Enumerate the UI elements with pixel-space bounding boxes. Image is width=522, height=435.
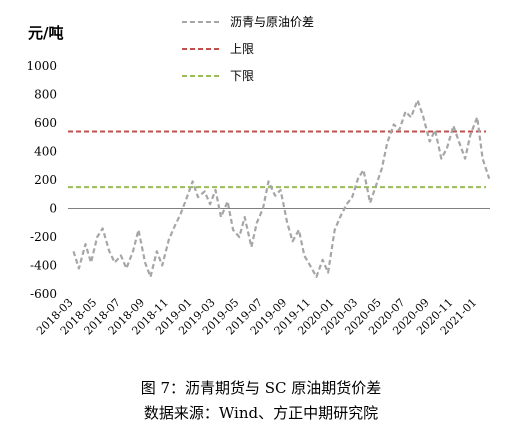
y-tick-label: 600	[34, 116, 57, 130]
y-tick-label: 1000	[26, 59, 57, 73]
y-tick-label: -600	[30, 287, 57, 301]
y-tick-label: 200	[34, 173, 57, 187]
y-tick-label: 400	[34, 145, 57, 159]
figure-caption: 图 7：沥青期货与 SC 原油期货价差	[140, 379, 382, 397]
y-unit-label: 元/吨	[28, 24, 63, 42]
y-tick-label: 0	[49, 202, 57, 216]
legend-label: 下限	[230, 69, 254, 83]
y-tick-label: -200	[30, 230, 57, 244]
series-line	[72, 99, 491, 278]
legend-label: 沥青与原油价差	[230, 15, 314, 29]
chart-svg: 元/吨10008006004002000-200-400-6002018-032…	[26, 15, 491, 337]
y-tick-label: 800	[34, 88, 57, 102]
chart-area: 元/吨 1000 800 600 400 200 0 -200 -400 -600 2018-03 2…	[26, 15, 491, 337]
y-tick-label: -400	[30, 259, 57, 273]
legend-label: 上限	[230, 42, 254, 56]
source-caption: 数据来源：Wind、方正中期研究院	[143, 404, 379, 422]
